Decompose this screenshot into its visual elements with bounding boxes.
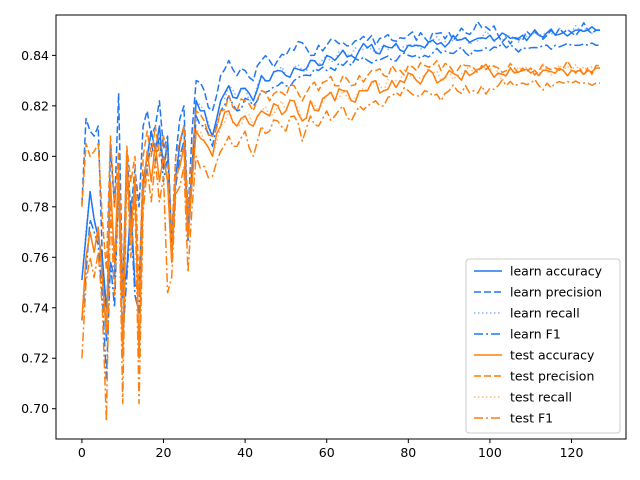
- y-tick-label: 0.80: [21, 149, 49, 164]
- y-tick-label: 0.70: [21, 401, 49, 416]
- plot-frame: [55, 14, 627, 440]
- series-line-test-recall: [81, 63, 601, 359]
- legend: learn accuracy learn precision learn recal…: [465, 258, 621, 434]
- x-tick-label: 80: [400, 445, 416, 460]
- legend-label-learn-precision: learn precision: [510, 285, 602, 300]
- x-tick-label: 0: [78, 445, 86, 460]
- series-line-test-f1: [81, 78, 601, 423]
- legend-label-test-precision: test precision: [510, 369, 594, 384]
- y-tick-label: 0.74: [21, 300, 49, 315]
- x-tick-label: 120: [560, 445, 584, 460]
- y-tick-label: 0.84: [21, 48, 49, 63]
- y-tick-label: 0.78: [21, 199, 49, 214]
- legend-label-test-f1: test F1: [510, 411, 553, 426]
- legend-label-test-recall: test recall: [510, 390, 572, 405]
- y-tick-label: 0.76: [21, 250, 49, 265]
- x-tick-label: 20: [156, 445, 172, 460]
- series-line-learn-precision: [81, 20, 601, 342]
- y-tick-label: 0.82: [21, 98, 49, 113]
- y-tick-label: 0.72: [21, 351, 49, 366]
- x-tick-label: 100: [478, 445, 502, 460]
- series-layer: [81, 20, 601, 423]
- legend-label-test-accuracy: test accuracy: [510, 348, 595, 363]
- legend-label-learn-recall: learn recall: [510, 306, 580, 321]
- legend-label-learn-f1: learn F1: [510, 327, 561, 342]
- x-tick-label: 60: [319, 445, 335, 460]
- series-line-test-precision: [81, 59, 601, 296]
- legend-box: [465, 258, 621, 434]
- y-axis-ticks: 0.70 0.72 0.74 0.76 0.78 0.80 0.82 0.84: [21, 48, 56, 416]
- legend-label-learn-accuracy: learn accuracy: [510, 264, 603, 279]
- x-axis-ticks: 0 20 40 60 80 100 120: [78, 439, 584, 460]
- x-tick-label: 40: [237, 445, 253, 460]
